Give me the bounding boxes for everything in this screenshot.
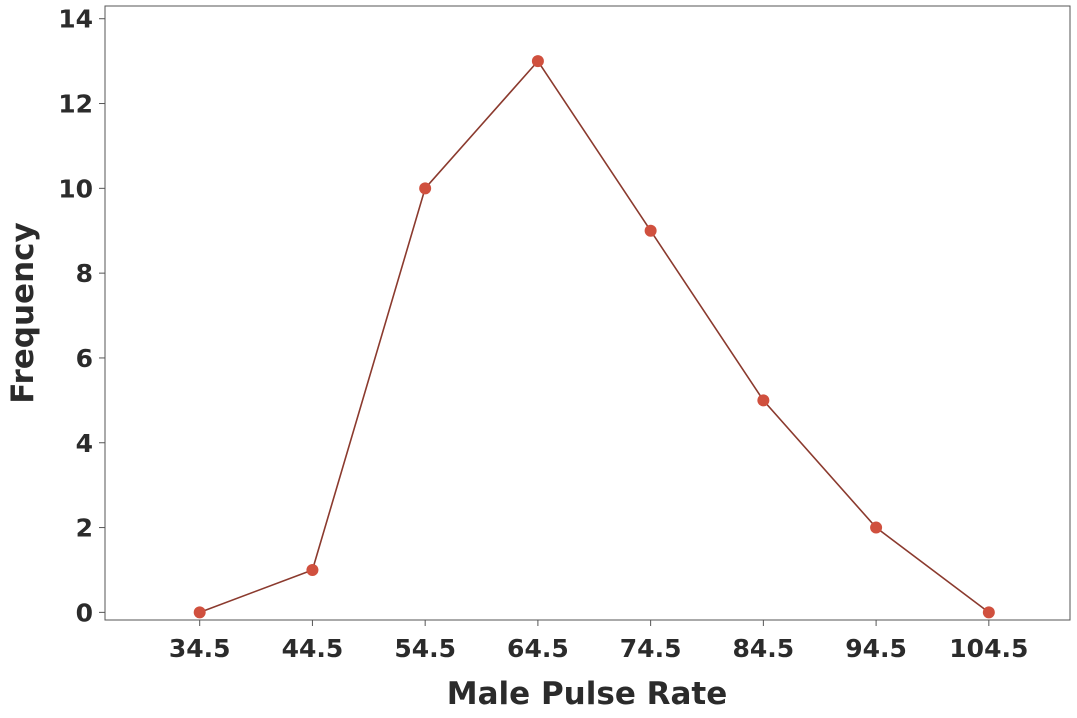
data-point [531, 55, 544, 68]
y-axis: 0 2 4 6 8 10 12 14 [58, 5, 105, 627]
x-tick-label: 44.5 [282, 634, 344, 663]
x-tick-label: 74.5 [620, 634, 682, 663]
data-point [419, 182, 432, 195]
y-tick-label: 2 [76, 514, 93, 543]
plot-frame [104, 5, 1071, 621]
x-tick-label: 34.5 [169, 634, 231, 663]
x-axis: 34.5 44.5 54.5 64.5 74.5 84.5 94.5 104.5 [169, 620, 1028, 663]
y-axis-title: Frequency [5, 222, 41, 403]
data-point [644, 224, 657, 237]
series-line [199, 59, 990, 614]
x-tick-label: 64.5 [507, 634, 569, 663]
y-tick-label: 4 [76, 429, 93, 458]
series-markers [193, 55, 995, 619]
data-point [193, 606, 206, 619]
data-point [306, 563, 319, 576]
x-tick-label: 94.5 [845, 634, 907, 663]
y-tick-label: 10 [58, 174, 93, 203]
y-tick-label: 0 [76, 598, 93, 627]
data-point [982, 606, 995, 619]
y-tick-label: 6 [76, 344, 93, 373]
x-tick-label: 54.5 [394, 634, 456, 663]
x-tick-label: 84.5 [733, 634, 795, 663]
data-point [757, 394, 770, 407]
x-tick-label: 104.5 [949, 634, 1028, 663]
y-tick-label: 14 [58, 5, 93, 34]
x-axis-title: Male Pulse Rate [447, 676, 728, 712]
y-tick-label: 12 [58, 90, 93, 119]
y-tick-label: 8 [76, 259, 93, 288]
data-point [870, 521, 883, 534]
